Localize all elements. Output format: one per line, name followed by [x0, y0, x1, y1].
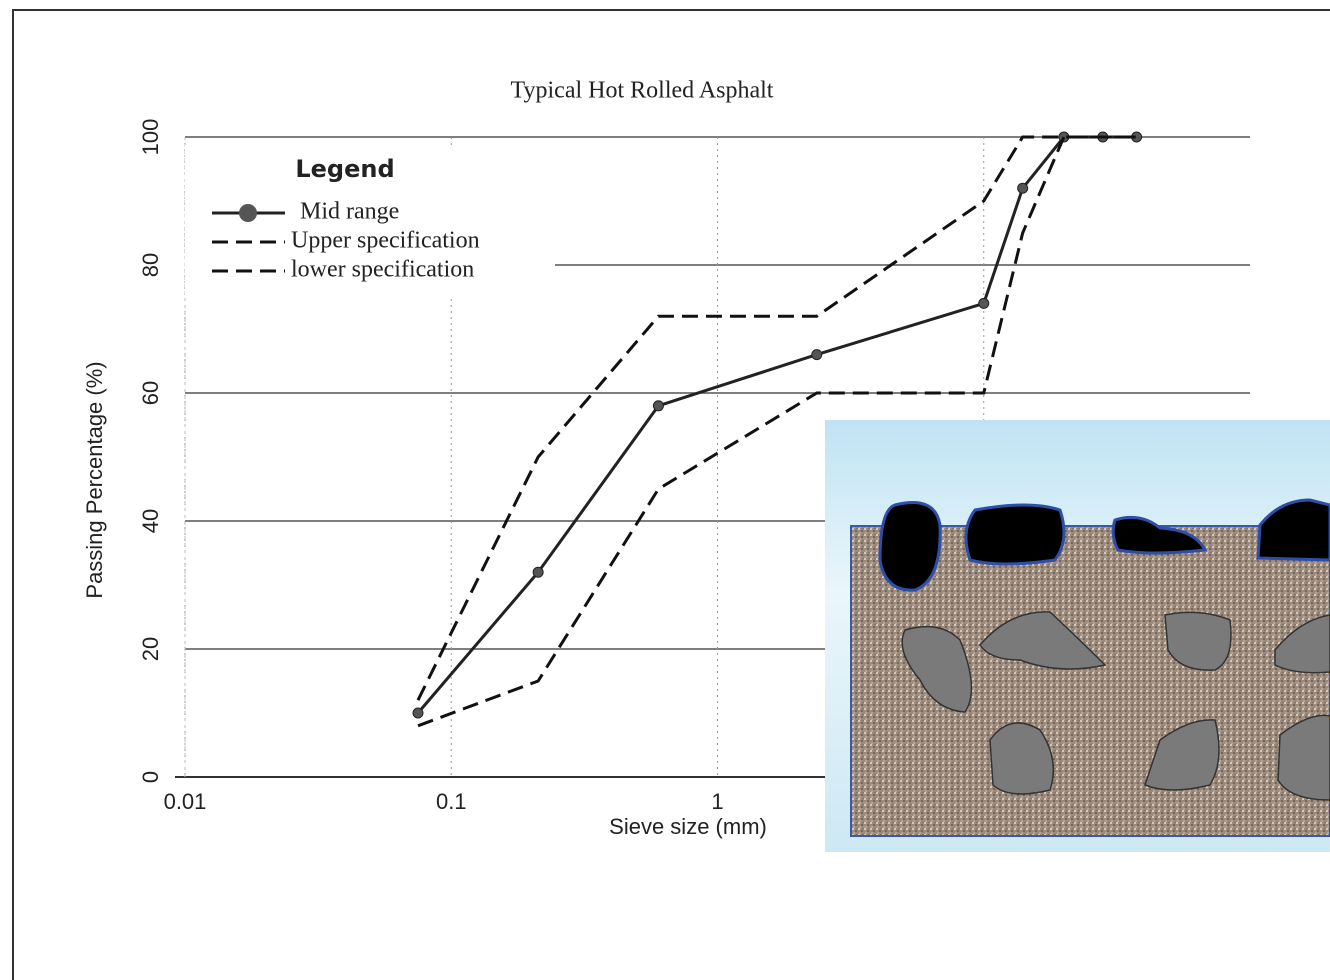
legend-marker: [239, 204, 257, 222]
y-tick-label: 60: [138, 381, 163, 405]
legend-label: Mid range: [300, 199, 399, 225]
y-tick-label: 80: [138, 253, 163, 277]
aggregate-stones: [901, 611, 1330, 801]
y-axis-label: Passing Percentage (%): [82, 361, 107, 598]
y-tick-label: 100: [138, 119, 163, 156]
legend-title: Legend: [295, 155, 394, 183]
y-tick-label: 0: [138, 771, 163, 783]
data-point: [978, 297, 990, 309]
series-line: [417, 135, 1137, 728]
inset-illustration: [825, 420, 1330, 852]
data-point: [811, 349, 823, 361]
data-point: [412, 707, 424, 719]
legend-label: Upper specification: [291, 228, 480, 254]
frame: [12, 9, 1330, 980]
chart-title: Typical Hot Rolled Asphalt: [511, 78, 774, 104]
y-tick-label: 20: [138, 637, 163, 661]
series-line: [416, 135, 1137, 701]
data-point: [532, 566, 544, 578]
legend-label: lower specification: [291, 257, 474, 283]
binder-blobs: [878, 498, 1330, 592]
x-tick-label: 0.1: [436, 789, 467, 814]
legend: Legend Mid range Upper specification lower…: [185, 145, 555, 295]
x-axis-label: Sieve size (mm): [609, 814, 767, 839]
data-point: [652, 400, 664, 412]
data-point: [1017, 182, 1029, 194]
x-tick-label: 1: [711, 789, 723, 814]
x-tick-label: 0.01: [164, 789, 207, 814]
y-tick-label: 40: [138, 509, 163, 533]
